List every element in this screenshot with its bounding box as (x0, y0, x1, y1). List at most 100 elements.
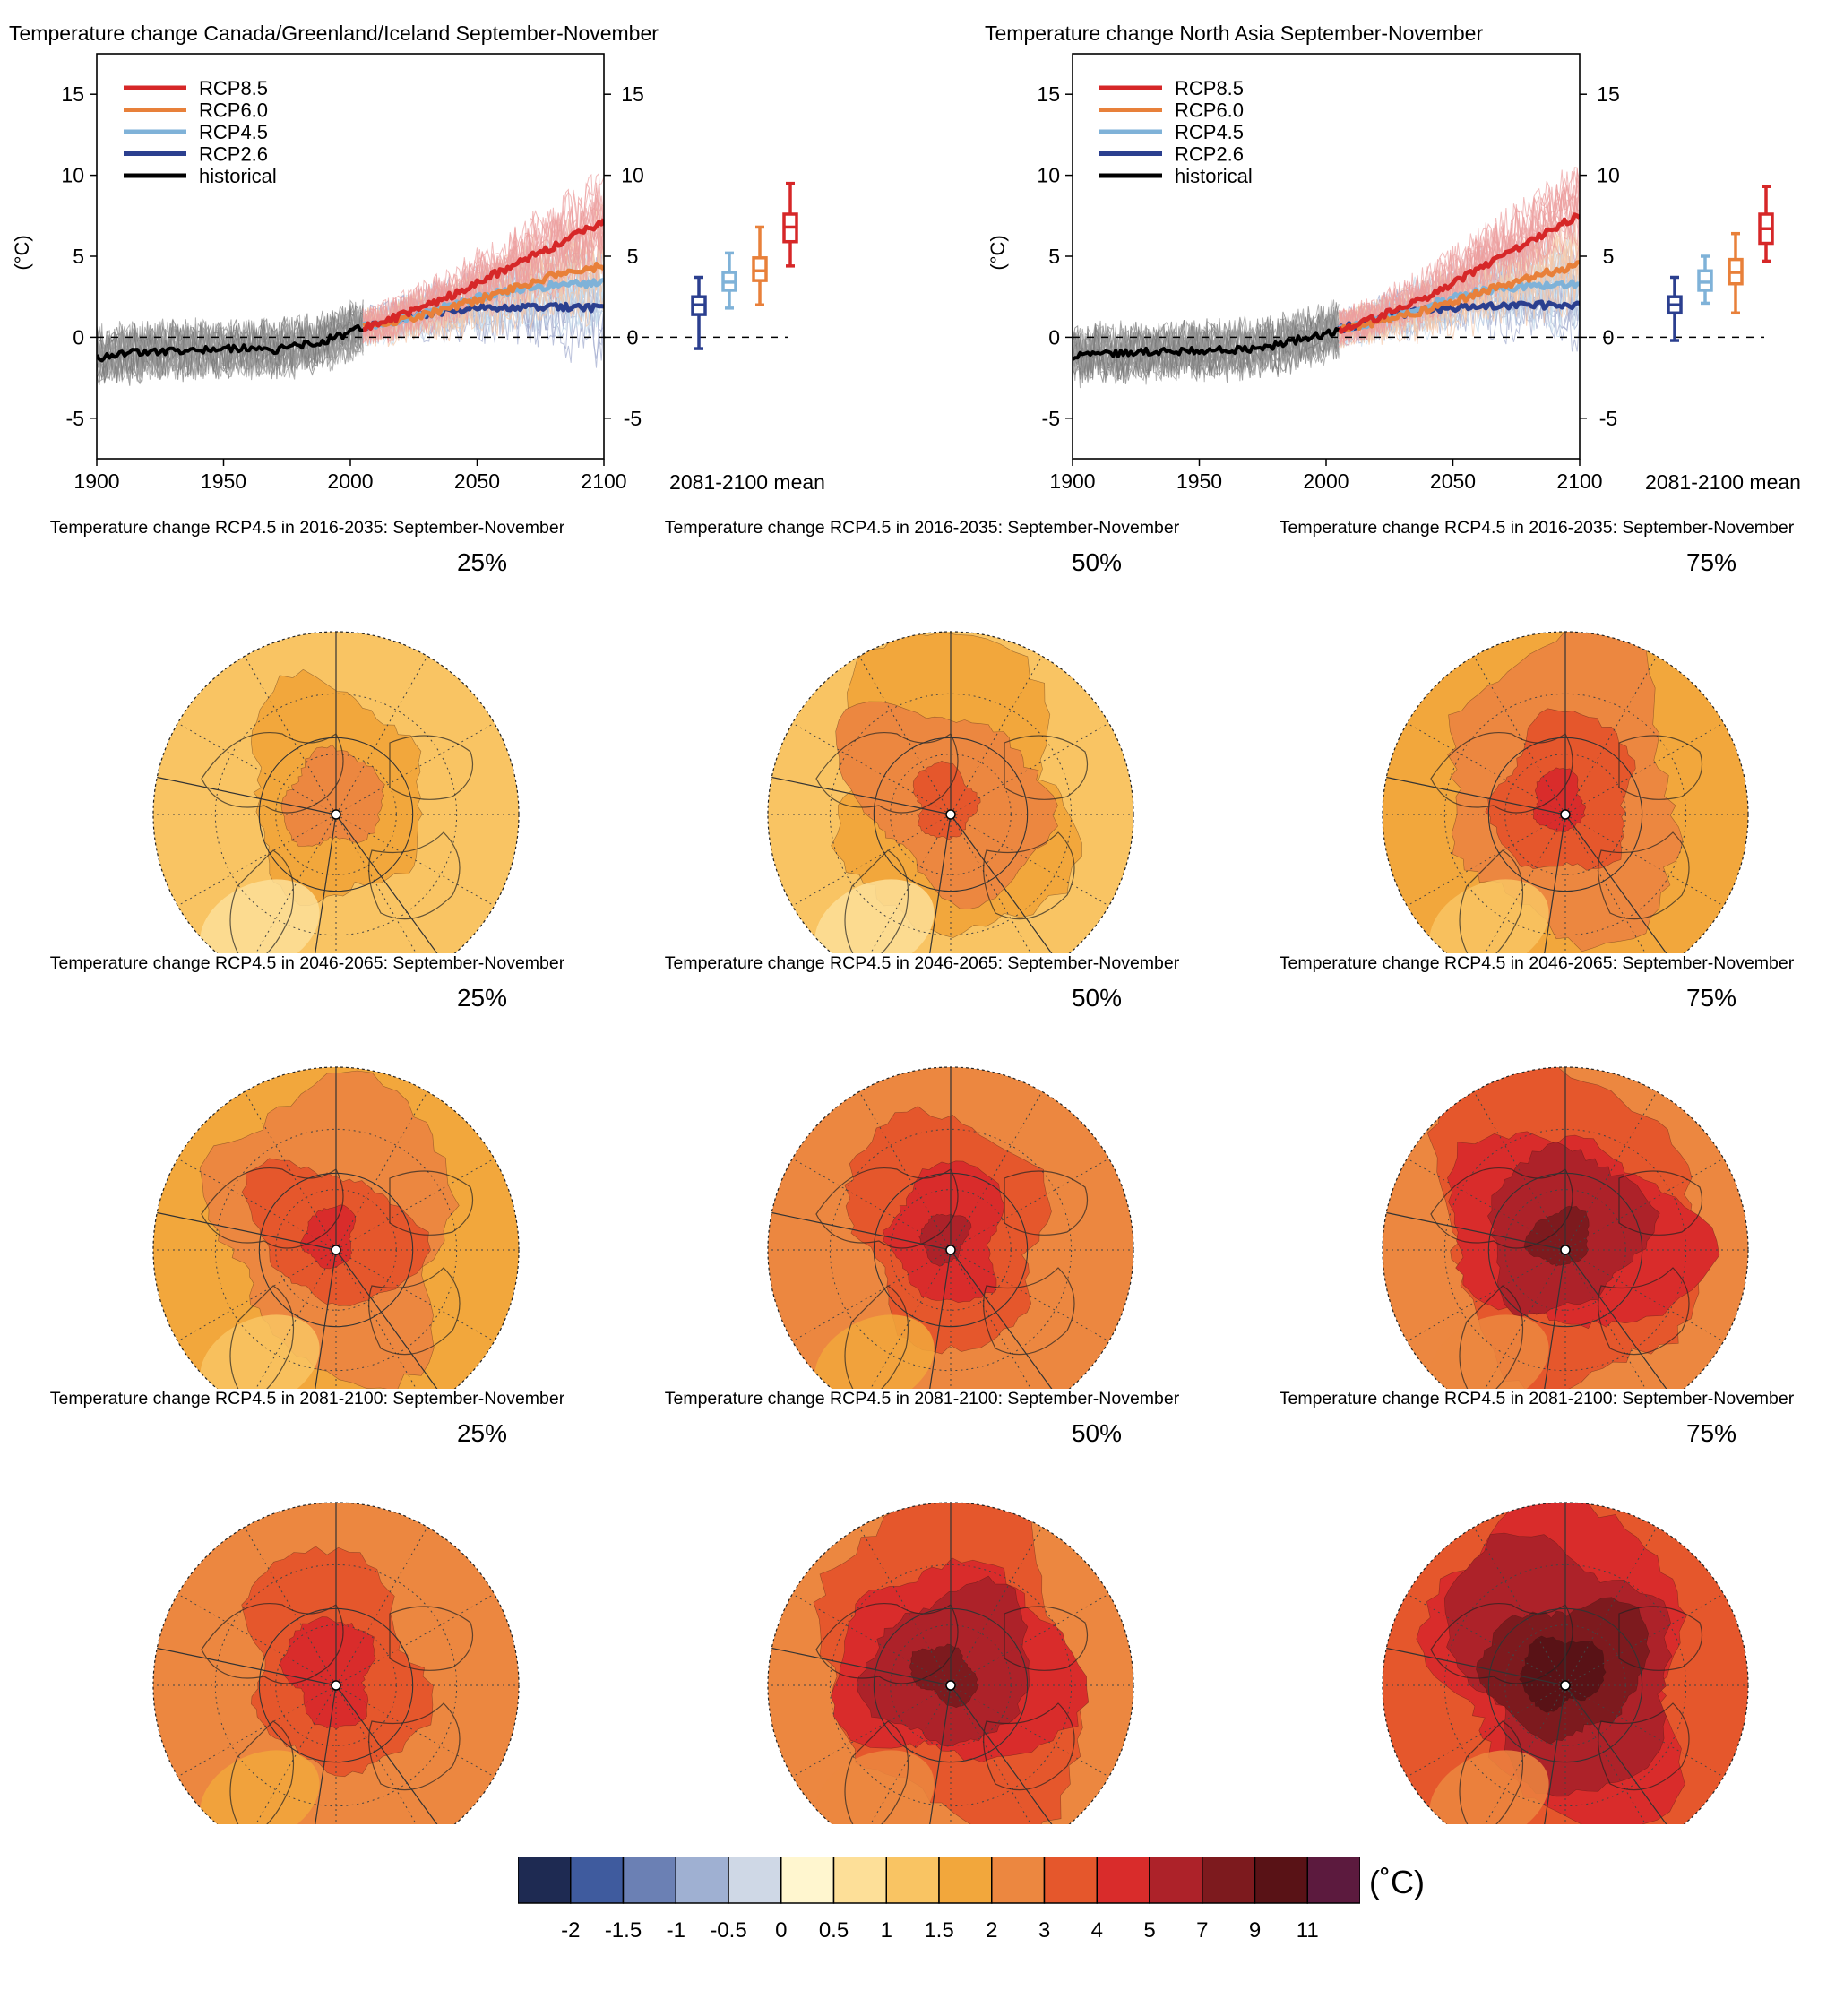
region-sector (154, 776, 337, 953)
colorbar-tick-label: -1.5 (605, 1918, 642, 1943)
meridian (244, 1249, 337, 1389)
box-rcp45 (721, 251, 737, 310)
y-tick-label: 0 (1048, 325, 1060, 349)
box-rcp85 (782, 181, 798, 268)
colorbar-tick-label: 7 (1196, 1918, 1208, 1943)
polar-map (152, 1502, 520, 1824)
map-cold-patch (814, 1314, 935, 1389)
polar-map (767, 631, 1134, 953)
box-rcp85 (1758, 185, 1774, 263)
north-pole-marker (945, 809, 956, 820)
colorbar-swatch (1306, 1856, 1361, 1904)
meridian (244, 1684, 337, 1824)
timeseries-panel-north-asia: -5 -5 0 0 5 5 10 10 15 15 1900 1950 2000 2050 2100 (°C)… (976, 0, 1844, 511)
region-sector (769, 1647, 952, 1824)
north-pole-marker (331, 809, 341, 820)
y-axis-label: (°C) (987, 235, 1009, 270)
meridian (335, 1249, 495, 1342)
map-outline (767, 1066, 1134, 1389)
latitude-circle (829, 1128, 1073, 1372)
meridian (792, 1249, 952, 1342)
colorbar-swatch (991, 1856, 1046, 1904)
y-tick-label: 15 (61, 82, 84, 106)
coastline (201, 1603, 344, 1684)
map-field (768, 632, 1133, 953)
north-pole-marker (1560, 809, 1571, 820)
map-field (1383, 632, 1748, 953)
map-title: Temperature change RCP4.5 in 2046-2065: … (1279, 953, 1795, 973)
polar-map (152, 1066, 520, 1389)
meridian (792, 1684, 952, 1778)
box-rcp45 (1697, 254, 1713, 306)
north-pole-marker (331, 1245, 341, 1255)
colorbar-tick-label: 0.5 (819, 1918, 849, 1943)
region-sector (769, 776, 952, 953)
coastline (368, 1702, 461, 1791)
latitude-circle (829, 693, 1073, 936)
region-inner-arc (258, 1607, 414, 1763)
coastline (844, 1285, 909, 1389)
colorbar-swatch (1202, 1856, 1256, 1904)
legend-label: RCP2.6 (199, 143, 268, 166)
historical-member-line (1073, 314, 1340, 381)
colorbar-swatch (1254, 1856, 1308, 1904)
mean-line-rcp85 (362, 218, 604, 332)
map-contour-band (1523, 1205, 1590, 1267)
map-panel: Temperature change RCP4.5 in 2081-2100: … (0, 1389, 615, 1824)
coastline (815, 1167, 959, 1249)
coastline (815, 732, 959, 814)
meridian (177, 814, 337, 907)
colorbar-swatch (1096, 1856, 1150, 1904)
coastline (368, 1267, 461, 1356)
meridian (1473, 1684, 1566, 1824)
meridian (177, 1593, 337, 1686)
mean-line-historical (97, 323, 364, 363)
meridian (244, 814, 337, 953)
coastline (983, 831, 1075, 920)
timeseries-chart-north-asia: -5 -5 0 0 5 5 10 10 15 15 1900 1950 2000 2050 2100 (°C)… (987, 53, 1801, 494)
coastline (201, 732, 344, 814)
coastline (1598, 1702, 1690, 1791)
map-percentile: 50% (1071, 548, 1122, 576)
x-tick-label: 1950 (1176, 470, 1222, 493)
map-outline (152, 1502, 520, 1824)
latitude-circle (829, 1564, 1073, 1807)
legend-label: RCP6.0 (1175, 99, 1244, 122)
coastline (1459, 1285, 1523, 1389)
y-tick-label: -5 (1042, 407, 1060, 430)
y-tick-label: 15 (1037, 82, 1060, 106)
map-title: Temperature change RCP4.5 in 2081-2100: … (49, 1389, 565, 1409)
coastline (368, 831, 461, 920)
meridian (244, 656, 337, 815)
north-pole-marker (945, 1245, 956, 1255)
latitude-circle (1443, 1564, 1687, 1807)
map-field (153, 1067, 519, 1389)
colorbar-tick-label: 3 (1038, 1918, 1050, 1943)
map-field (153, 632, 519, 953)
map-percentile: 25% (456, 548, 507, 576)
coastline (389, 1170, 474, 1236)
coastline (844, 1720, 909, 1824)
colorbar-unit: (˚C) (1369, 1864, 1425, 1900)
meridian (950, 814, 1043, 953)
map-contour-band (912, 760, 981, 840)
colorbar-swatch (517, 1856, 572, 1904)
latitude-circle (1443, 1128, 1687, 1372)
map-cold-patch (1429, 1314, 1549, 1389)
y-tick-label: 5 (1048, 245, 1060, 268)
map-panel: Temperature change RCP4.5 in 2081-2100: … (615, 1389, 1229, 1824)
colorbar-swatch (780, 1856, 835, 1904)
region-inner-arc (873, 1607, 1029, 1763)
map-contour-band (280, 744, 385, 847)
coastline (1004, 1170, 1089, 1236)
polar-map (767, 1066, 1134, 1389)
map-cold-patch (814, 879, 935, 953)
colorbar: -2 -1.5 -1 -0.5 0 0.5 1 1.5 2 3 4 5 7 9 11 (˚C) (517, 1856, 1512, 1955)
map-cold-patch (200, 1750, 320, 1824)
meridian (1473, 1249, 1566, 1389)
polar-map (767, 1502, 1134, 1824)
mean-line-rcp85 (1336, 212, 1580, 334)
meridian (1564, 1249, 1658, 1389)
map-panel: Temperature change RCP4.5 in 2046-2065: … (0, 953, 615, 1389)
map-percentile: 75% (1685, 984, 1736, 1012)
